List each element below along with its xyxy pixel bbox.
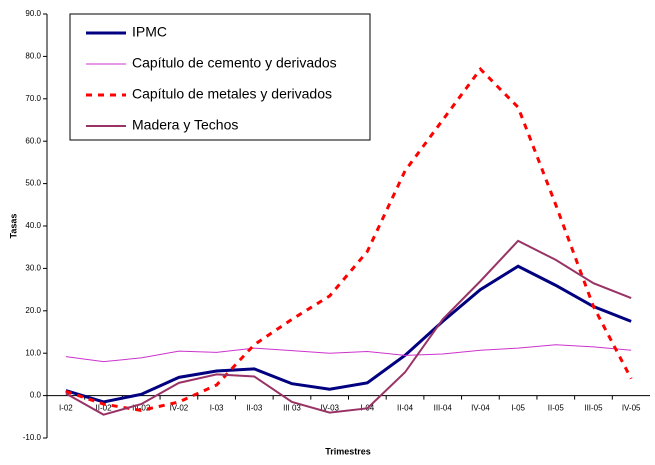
x-tick-label: II-05 xyxy=(548,404,565,413)
legend-label: Capítulo de metales y derivados xyxy=(132,86,332,102)
x-tick-label: II-02 xyxy=(96,404,113,413)
y-tick-label: 10.0 xyxy=(25,348,41,357)
series-line xyxy=(65,264,632,404)
y-tick-label: 0.0 xyxy=(30,391,42,400)
x-tick-label: IV-04 xyxy=(471,404,490,413)
series-line xyxy=(65,344,632,363)
series-line xyxy=(65,66,633,412)
y-tick-label: 30.0 xyxy=(25,264,41,273)
y-tick-label: 40.0 xyxy=(25,221,41,230)
y-axis-title: Tasas xyxy=(8,214,18,239)
y-tick-label: 20.0 xyxy=(25,306,41,315)
y-tick-label: -10.0 xyxy=(23,433,42,442)
y-tick-label: 80.0 xyxy=(25,52,41,61)
legend-box xyxy=(69,13,371,141)
y-tick-label: 90.0 xyxy=(25,9,41,18)
legend-label: IPMC xyxy=(132,24,167,40)
series-line xyxy=(65,239,632,416)
x-tick-label: III-05 xyxy=(584,404,603,413)
y-tick-label: 60.0 xyxy=(25,136,41,145)
y-tick-label: 70.0 xyxy=(25,94,41,103)
x-tick-label: III-04 xyxy=(434,404,453,413)
x-tick-label: III-02 xyxy=(132,404,151,413)
x-tick-label: I-05 xyxy=(511,404,525,413)
legend-label: Capítulo de cemento y derivados xyxy=(132,55,337,71)
x-tick-label: IV-05 xyxy=(622,404,641,413)
x-tick-label: I-03 xyxy=(210,404,224,413)
legend-label: Madera y Techos xyxy=(132,117,238,133)
y-tick-label: 50.0 xyxy=(25,179,41,188)
x-tick-label: II-04 xyxy=(397,404,414,413)
x-tick-label: I-02 xyxy=(59,404,73,413)
x-tick-label: III 03 xyxy=(283,404,301,413)
x-tick-label: IV-02 xyxy=(170,404,189,413)
x-tick-label: IV-03 xyxy=(320,404,339,413)
x-tick-label: II-03 xyxy=(246,404,263,413)
x-axis-title: Trimestres xyxy=(325,446,371,456)
